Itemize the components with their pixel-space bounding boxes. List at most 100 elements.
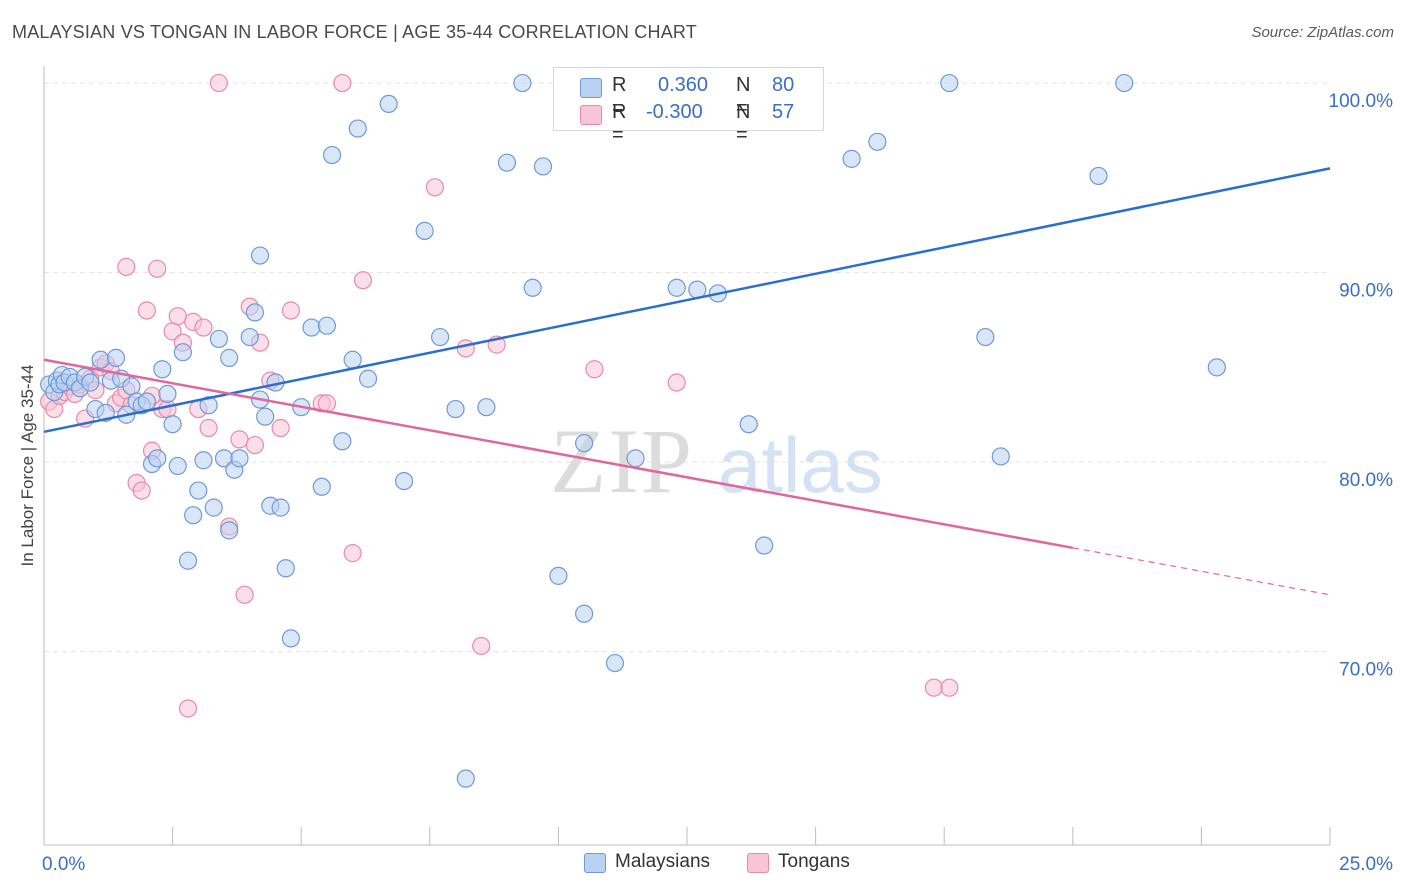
- malaysian-point: [523, 278, 542, 297]
- malaysian-point: [317, 316, 337, 335]
- chart-title: MALAYSIAN VS TONGAN IN LABOR FORCE | AGE…: [12, 22, 697, 42]
- watermark-atlas: atlas: [718, 421, 883, 509]
- malaysian-point: [626, 449, 645, 468]
- malaysian-point: [415, 221, 434, 240]
- tongan-point: [168, 307, 187, 326]
- legend-n-value: 57: [772, 101, 795, 123]
- malaysian-point: [358, 369, 378, 388]
- malaysian-point: [842, 149, 861, 168]
- malaysian-point: [178, 551, 198, 570]
- malaysian-point: [281, 629, 301, 648]
- malaysian-point: [240, 327, 259, 347]
- correlation-legend: R = 0.360 N = 80 R = -0.300 N = 57: [553, 67, 824, 146]
- y-tick-label: 80.0%: [1339, 470, 1393, 491]
- malaysian-point: [533, 157, 553, 176]
- malaysian-point: [940, 73, 959, 93]
- malaysian-point: [348, 119, 367, 138]
- tongan-point: [137, 301, 156, 320]
- tongan-point: [245, 435, 265, 455]
- bottom-legend-swatch-pink: [747, 853, 769, 873]
- malaysian-point: [81, 373, 100, 392]
- y-axis-title: In Labor Force | Age 35-44: [18, 365, 37, 567]
- legend-r-label: R =: [612, 74, 627, 119]
- malaysian-point: [276, 559, 295, 578]
- tongan-point: [425, 178, 445, 197]
- malaysian-point: [1207, 358, 1226, 377]
- tongan-point: [178, 699, 198, 718]
- x-tick-label: 0.0%: [42, 854, 85, 875]
- malaysian-point: [755, 536, 774, 555]
- tongan-point: [158, 399, 177, 419]
- tongan-point: [132, 481, 151, 500]
- trend-lines: [43, 167, 1331, 596]
- tongan-point: [353, 271, 373, 290]
- malaysian-point: [220, 521, 239, 540]
- malaysian-point: [477, 398, 496, 417]
- bottom-legend-swatch-blue: [584, 853, 606, 873]
- malaysian-point: [446, 399, 465, 419]
- malaysian-point: [575, 434, 594, 453]
- malaysian-point: [137, 392, 156, 411]
- malaysian-point: [343, 350, 362, 369]
- tongan-point: [271, 418, 290, 438]
- malaysian-point: [158, 384, 177, 404]
- malaysian-point: [333, 432, 352, 451]
- malaysian-point: [1089, 166, 1108, 186]
- tongan-point: [940, 678, 959, 697]
- tongan-point: [472, 636, 491, 656]
- tongan-point: [333, 73, 352, 93]
- legend-r-value: -0.300: [646, 101, 703, 123]
- malaysian-point: [430, 327, 450, 347]
- tongan-point: [117, 257, 136, 277]
- axes: [43, 66, 1331, 846]
- malaysian-point: [667, 278, 686, 297]
- malaysian-point: [456, 769, 475, 788]
- tongan-point: [230, 430, 249, 449]
- malaysian-point: [220, 348, 239, 367]
- tongan-point: [456, 339, 475, 358]
- malaysian-point: [189, 481, 208, 500]
- x-tick-label: 25.0%: [1339, 854, 1393, 875]
- malaysian-point: [173, 343, 192, 362]
- malaysian-point: [168, 456, 187, 476]
- axis-labels: 70.0% 80.0% 90.0% 100.0% 0.0% 25.0% In Labor F…: [18, 91, 1393, 875]
- legend-n-label: N =: [736, 74, 751, 119]
- watermark: ZIP atlas: [550, 410, 883, 512]
- malaysian-point: [122, 377, 141, 396]
- malaysian-point: [312, 477, 331, 496]
- malaysian-point: [379, 94, 398, 114]
- malaysian-point: [250, 246, 270, 265]
- tongan-point: [667, 373, 686, 392]
- tongans-points: [40, 73, 959, 718]
- malaysian-point: [394, 471, 414, 491]
- malaysian-point: [153, 360, 172, 379]
- tongan-point: [281, 301, 301, 320]
- malaysian-point: [184, 506, 203, 525]
- malaysian-point: [322, 145, 342, 165]
- bottom-legend-label: Malaysians: [615, 851, 711, 872]
- legend-n-value: 80: [772, 74, 795, 96]
- y-tick-label: 90.0%: [1339, 281, 1393, 302]
- malaysian-point: [194, 451, 213, 470]
- legend-r-label: R =: [612, 101, 627, 146]
- malaysian-point: [271, 498, 290, 517]
- malaysians-points: [40, 73, 1226, 788]
- tongan-point: [235, 585, 254, 604]
- tongan-point: [924, 678, 944, 697]
- tongan-point: [343, 544, 362, 563]
- tongan-point: [585, 360, 604, 379]
- malaysian-point: [513, 73, 532, 93]
- malaysian-point: [91, 350, 110, 369]
- malaysian-point: [575, 604, 594, 623]
- tongan-point: [194, 318, 213, 337]
- malaysian-point: [549, 566, 568, 585]
- malaysian-point: [256, 407, 275, 426]
- grid-lines: [44, 82, 1330, 653]
- malaysian-point: [976, 327, 995, 347]
- malaysian-point: [199, 396, 218, 415]
- malaysian-point: [302, 318, 321, 337]
- trend-line-malaysians: [43, 167, 1331, 434]
- legend-r-value: 0.360: [658, 74, 709, 96]
- malaysian-point: [209, 329, 228, 349]
